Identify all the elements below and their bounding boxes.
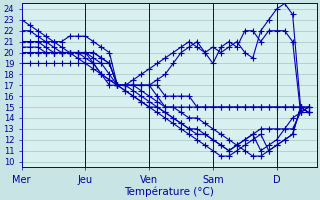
X-axis label: Température (°C): Température (°C) (124, 186, 214, 197)
